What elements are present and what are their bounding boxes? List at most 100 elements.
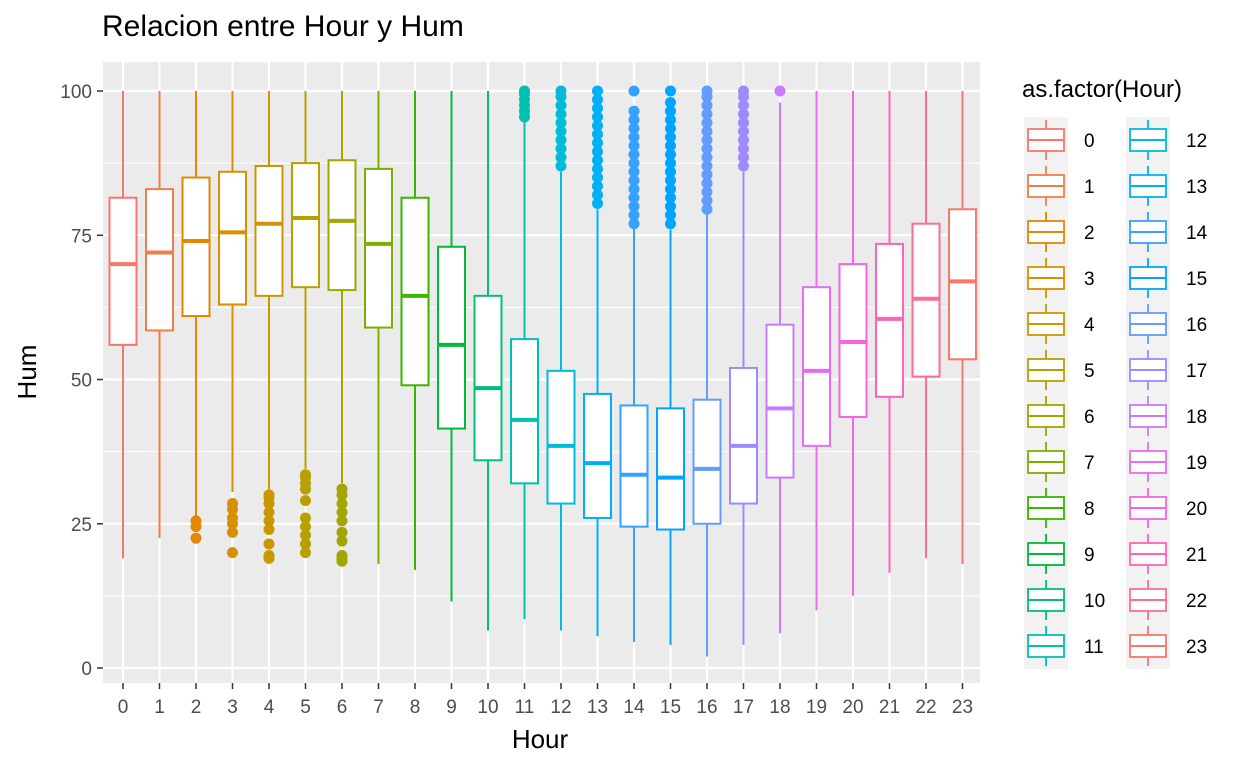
box-hour-10 bbox=[473, 91, 503, 631]
legend-item-9: 9 bbox=[1024, 531, 1095, 577]
x-tick-label: 6 bbox=[337, 697, 348, 718]
outlier-point bbox=[592, 163, 603, 175]
x-tick-label: 10 bbox=[477, 697, 498, 718]
outlier-point bbox=[519, 85, 530, 97]
x-tick-label: 21 bbox=[879, 697, 900, 718]
outlier-point bbox=[336, 483, 348, 495]
outlier-point bbox=[555, 134, 567, 146]
outlier-point bbox=[555, 151, 567, 163]
outlier-point bbox=[701, 134, 713, 146]
x-axis-label: Hour bbox=[512, 724, 569, 754]
legend-item-13: 13 bbox=[1126, 163, 1207, 209]
legend-label: 15 bbox=[1186, 269, 1207, 290]
x-tick-label: 3 bbox=[227, 697, 238, 718]
outlier-point bbox=[227, 526, 238, 538]
legend-item-14: 14 bbox=[1126, 209, 1208, 255]
box-hour-9 bbox=[437, 91, 466, 602]
outlier-point bbox=[592, 102, 603, 114]
legend-label: 18 bbox=[1186, 407, 1207, 428]
legend-item-1: 1 bbox=[1024, 163, 1095, 209]
outlier-point bbox=[628, 85, 640, 97]
outlier-point bbox=[701, 151, 713, 163]
outlier-point bbox=[628, 114, 640, 126]
box-hour-12 bbox=[546, 85, 576, 631]
outlier-point bbox=[738, 134, 749, 146]
box-iqr bbox=[692, 398, 722, 525]
legend-item-11: 11 bbox=[1024, 623, 1104, 669]
outlier-point bbox=[555, 143, 567, 155]
box-hour-0 bbox=[108, 91, 138, 559]
outlier-point bbox=[592, 198, 603, 210]
box-iqr bbox=[291, 162, 320, 289]
x-tick-label: 23 bbox=[952, 697, 973, 718]
outlier-point bbox=[628, 148, 640, 160]
outlier-point bbox=[263, 489, 275, 501]
outlier-point bbox=[592, 94, 603, 106]
legend-label: 3 bbox=[1084, 269, 1095, 290]
outlier-point bbox=[555, 85, 567, 97]
box-iqr bbox=[364, 167, 393, 329]
outlier-point bbox=[628, 123, 640, 135]
outlier-point bbox=[555, 108, 567, 120]
box-hour-4 bbox=[254, 91, 284, 564]
box-hour-6 bbox=[327, 91, 357, 567]
x-tick-label: 7 bbox=[373, 697, 384, 718]
box-iqr bbox=[619, 404, 649, 528]
legend-item-7: 7 bbox=[1024, 439, 1095, 485]
outlier-point bbox=[738, 117, 749, 129]
outlier-point bbox=[665, 200, 676, 212]
box-iqr bbox=[510, 338, 539, 485]
legend-label: 10 bbox=[1084, 591, 1105, 612]
legend-label: 9 bbox=[1084, 545, 1095, 566]
outlier-point bbox=[738, 143, 749, 155]
box-iqr bbox=[765, 323, 795, 479]
outlier-point bbox=[701, 85, 713, 97]
legend-item-8: 8 bbox=[1024, 485, 1095, 531]
legend-label: 14 bbox=[1186, 223, 1208, 244]
box-hour-16 bbox=[692, 85, 722, 657]
outlier-point bbox=[665, 192, 676, 204]
outlier-point bbox=[628, 209, 640, 221]
legend-item-2: 2 bbox=[1024, 209, 1095, 255]
x-tick-label: 2 bbox=[191, 697, 202, 718]
box-hour-18 bbox=[765, 85, 795, 634]
outlier-point bbox=[665, 166, 676, 178]
outlier-point bbox=[263, 549, 275, 561]
outlier-point bbox=[665, 183, 676, 195]
outlier-point bbox=[592, 85, 603, 97]
box-iqr bbox=[181, 176, 211, 318]
outlier-point bbox=[336, 498, 348, 510]
outlier-point bbox=[300, 512, 311, 524]
legend-label: 2 bbox=[1084, 223, 1095, 244]
box-iqr bbox=[437, 245, 466, 430]
box-iqr bbox=[473, 294, 503, 462]
outlier-point bbox=[701, 195, 713, 207]
outlier-point bbox=[665, 114, 676, 126]
outlier-point bbox=[592, 154, 603, 166]
outlier-point bbox=[665, 131, 676, 143]
outlier-point bbox=[263, 506, 275, 518]
box-hour-19 bbox=[802, 91, 831, 611]
y-tick-label: 100 bbox=[60, 82, 92, 103]
outlier-point bbox=[701, 177, 713, 189]
outlier-point bbox=[592, 111, 603, 123]
legend-label: 7 bbox=[1084, 453, 1095, 474]
outlier-point bbox=[665, 157, 676, 169]
outlier-point bbox=[336, 535, 348, 547]
panel-background bbox=[103, 62, 980, 683]
legend-label: 16 bbox=[1186, 315, 1207, 336]
outlier-point bbox=[555, 125, 567, 137]
x-tick-label: 1 bbox=[154, 697, 165, 718]
x-tick-label: 9 bbox=[446, 697, 457, 718]
outlier-point bbox=[628, 166, 640, 178]
outlier-point bbox=[774, 85, 786, 97]
x-tick-label: 5 bbox=[300, 697, 311, 718]
legend-item-10: 10 bbox=[1024, 577, 1105, 623]
outlier-point bbox=[336, 515, 348, 527]
box-hour-7 bbox=[364, 91, 393, 565]
x-tick-label: 14 bbox=[623, 697, 645, 718]
legend-label: 13 bbox=[1186, 177, 1207, 198]
outlier-point bbox=[628, 192, 640, 204]
box-iqr bbox=[948, 208, 977, 361]
